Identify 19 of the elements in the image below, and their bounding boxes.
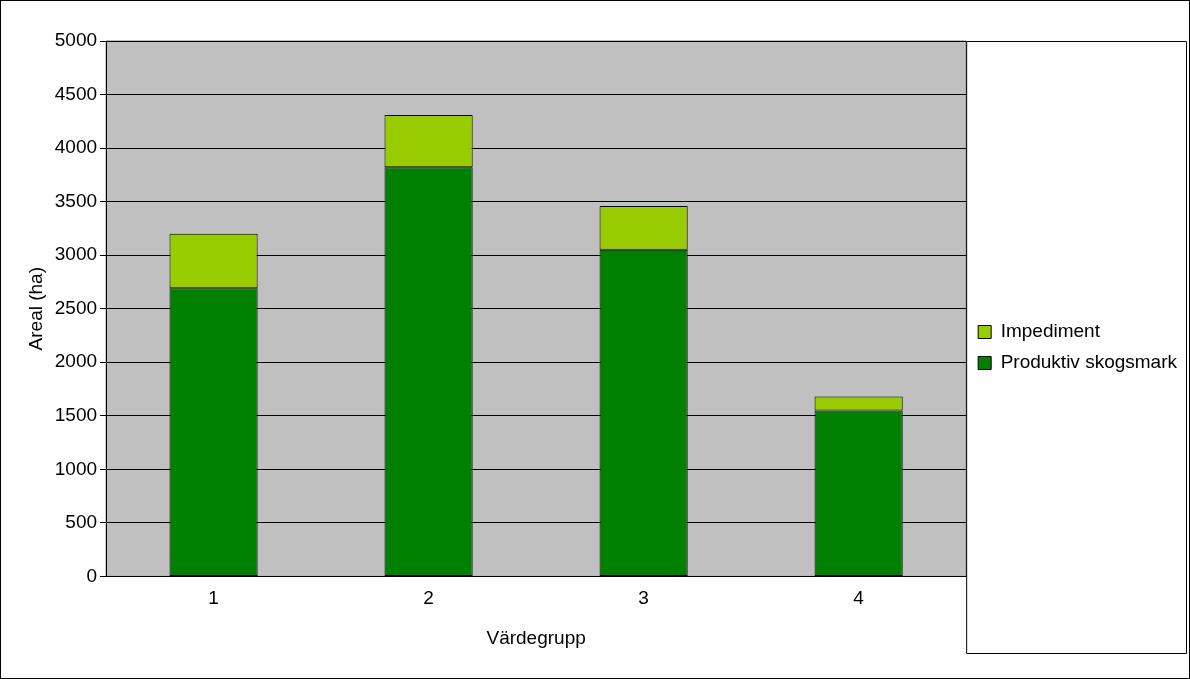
x-tick-label: 4 <box>853 587 865 609</box>
y-tick-label: 2000 <box>54 350 98 372</box>
legend-label: Produktiv skogsmark <box>1000 351 1178 373</box>
x-tick-label: 1 <box>208 587 219 609</box>
y-tick-label: 4000 <box>54 136 98 158</box>
x-axis-title: Värdegrupp <box>486 626 586 648</box>
y-axis-title: Areal (ha) <box>24 266 46 351</box>
y-tick-label: 1000 <box>54 457 98 479</box>
y-tick-label: 4500 <box>54 82 98 104</box>
y-tick-label: 1500 <box>54 404 98 426</box>
y-tick-label: 2500 <box>54 296 98 318</box>
x-tick-label: 2 <box>423 587 434 609</box>
y-tick-label: 500 <box>65 511 98 533</box>
y-tick-label: 5000 <box>54 29 98 51</box>
y-tick-label: 3500 <box>54 189 98 211</box>
y-tick-label: 3000 <box>54 243 98 265</box>
y-tick-label: 0 <box>86 564 98 586</box>
legend-label: Impediment <box>1000 320 1101 342</box>
x-tick-label: 3 <box>638 587 649 609</box>
